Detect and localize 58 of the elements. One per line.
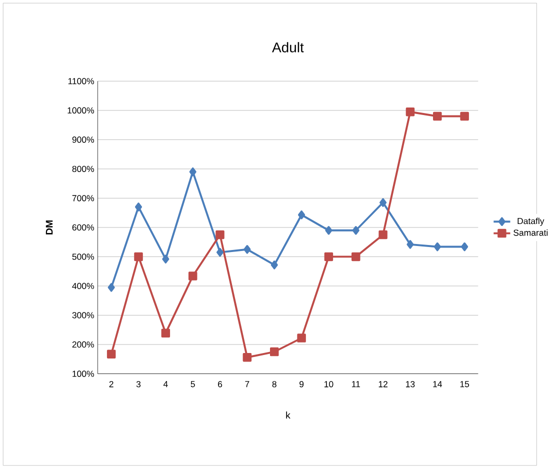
x-tick-label: 12 xyxy=(378,381,388,388)
x-axis-title: k xyxy=(286,412,290,419)
x-tick-label: 10 xyxy=(324,381,334,388)
point xyxy=(161,328,170,338)
point xyxy=(324,252,334,262)
y-tick-label: 700% xyxy=(72,195,94,202)
x-tick-label: 11 xyxy=(352,381,360,388)
chart-title: Adult xyxy=(272,42,304,53)
point xyxy=(351,252,360,262)
point xyxy=(352,226,360,235)
y-tick-label: 1000% xyxy=(68,108,94,114)
x-tick-label: 9 xyxy=(300,381,304,388)
point xyxy=(297,334,306,343)
point xyxy=(460,112,469,121)
point xyxy=(108,283,115,292)
point xyxy=(242,353,252,362)
point xyxy=(188,272,198,281)
x-tick-label: 14 xyxy=(433,381,442,388)
y-tick-label: 500% xyxy=(72,254,94,260)
y-tick-label: 800% xyxy=(72,166,94,172)
legend-label: Samarati xyxy=(514,230,548,236)
point xyxy=(325,226,332,235)
y-tick-label: 900% xyxy=(72,136,94,143)
x-tick-label: 3 xyxy=(136,381,141,388)
point xyxy=(433,112,442,121)
x-tick-label: 6 xyxy=(218,381,222,388)
point xyxy=(162,254,170,264)
y-axis-title: DM xyxy=(46,220,53,235)
y-tick-label: 400% xyxy=(72,283,94,290)
y-tick-label: 200% xyxy=(72,342,94,348)
y-tick-label: 1100% xyxy=(68,78,94,84)
point xyxy=(461,242,468,252)
x-tick-label: 15 xyxy=(460,381,470,388)
x-tick-label: 7 xyxy=(245,381,250,388)
point xyxy=(270,260,278,270)
x-tick-label: 5 xyxy=(190,381,195,388)
point xyxy=(244,245,251,254)
y-tick-label: 100% xyxy=(72,370,94,378)
point xyxy=(216,248,224,257)
x-tick-label: 13 xyxy=(406,381,415,388)
point xyxy=(434,242,441,252)
point xyxy=(378,230,388,240)
point xyxy=(134,202,142,212)
point xyxy=(298,210,306,220)
point xyxy=(406,240,414,250)
point xyxy=(406,108,415,116)
legend-label: Datafly xyxy=(518,218,544,226)
point xyxy=(216,230,224,240)
point xyxy=(380,198,387,208)
x-tick-label: 2 xyxy=(109,381,114,388)
x-tick-label: 8 xyxy=(272,381,276,388)
point xyxy=(134,252,143,262)
point xyxy=(106,350,116,359)
point xyxy=(270,348,279,356)
y-tick-label: 300% xyxy=(72,312,94,319)
x-tick-label: 4 xyxy=(163,381,168,388)
point xyxy=(189,168,196,176)
y-tick-label: 600% xyxy=(72,224,94,231)
